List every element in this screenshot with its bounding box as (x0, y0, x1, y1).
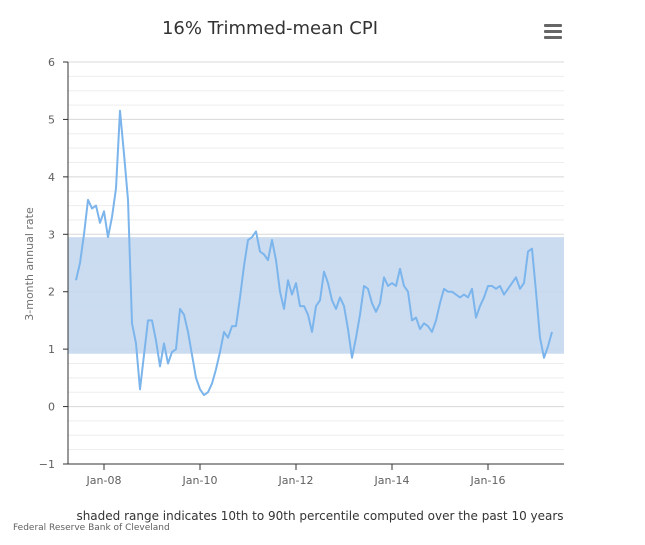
x-tick-labels: Jan-08 Jan-10 Jan-12 Jan-14 Jan-16 (86, 464, 506, 487)
chart-title: 16% Trimmed-mean CPI (162, 18, 378, 39)
chart-menu-button[interactable] (544, 24, 562, 39)
axes (67, 62, 564, 465)
percentile-band (68, 237, 564, 354)
x-tick-label: Jan-12 (278, 474, 314, 487)
y-tick-label: 0 (48, 401, 55, 414)
y-tick-labels: −1 0 1 2 3 4 5 6 (39, 56, 68, 471)
x-tick-label: Jan-08 (86, 474, 122, 487)
hamburger-menu-icon (544, 24, 562, 39)
band-note: shaded range indicates 10th to 90th perc… (76, 509, 563, 523)
x-tick-label: Jan-10 (182, 474, 218, 487)
source-credit: Federal Reserve Bank of Cleveland (13, 523, 170, 533)
y-axis-label: 3-month annual rate (23, 207, 36, 321)
series-line (75, 109, 553, 397)
y-tick-label: −1 (39, 458, 55, 471)
x-tick-label: Jan-16 (470, 474, 506, 487)
y-tick-label: 3 (48, 228, 55, 241)
x-tick-label: Jan-14 (374, 474, 410, 487)
y-tick-label: 4 (48, 171, 55, 184)
y-tick-label: 5 (48, 113, 55, 126)
y-tick-label: 2 (48, 286, 55, 299)
y-tick-label: 6 (48, 56, 55, 69)
y-tick-label: 1 (48, 343, 55, 356)
